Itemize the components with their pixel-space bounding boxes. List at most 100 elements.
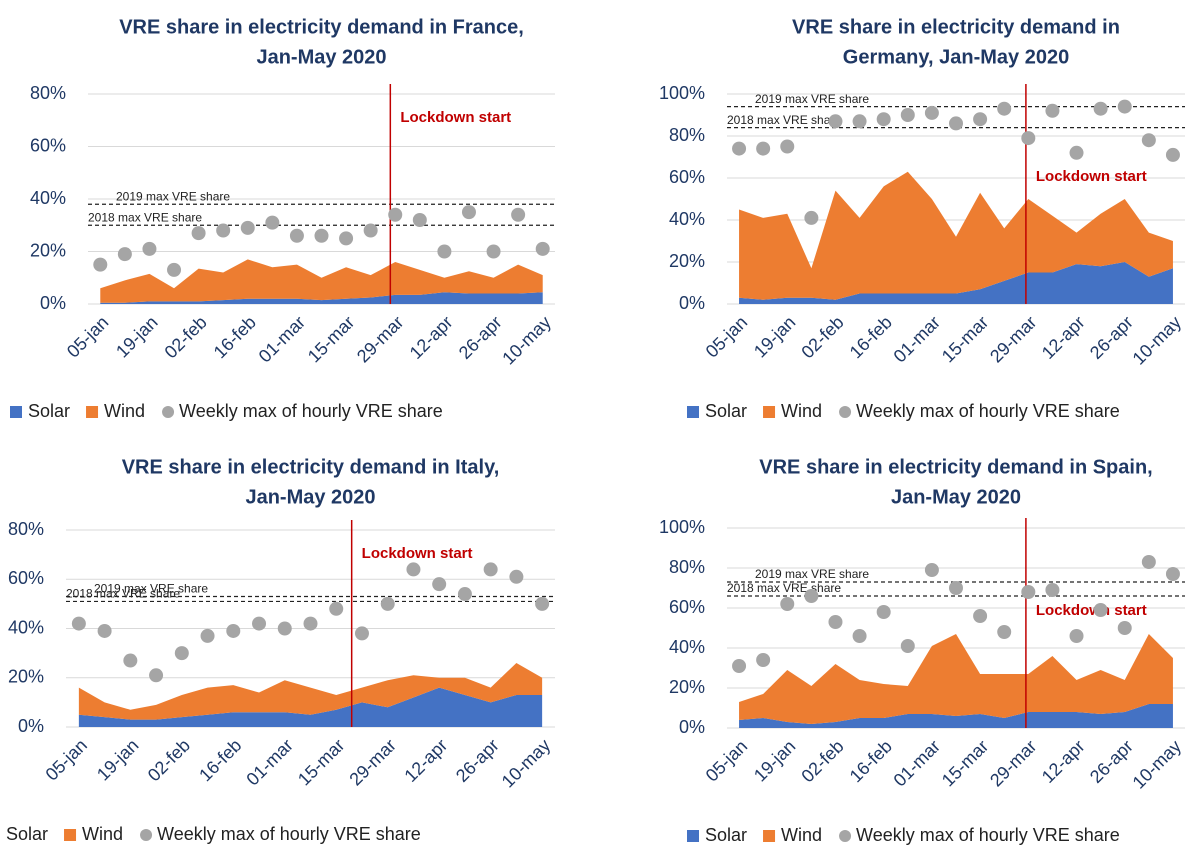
x-tick-label: 10-may [1129,736,1186,793]
scatter-point [780,597,795,611]
y-tick-label: 40% [30,188,66,208]
x-tick-label: 10-may [1129,312,1186,369]
y-tick-label: 100% [659,83,705,103]
x-tick-label: 01-mar [255,312,309,366]
x-tick-label: 16-feb [846,736,896,786]
scatter-point [997,625,1012,639]
legend-swatch [763,406,776,418]
scatter-point [1117,621,1132,635]
x-tick-label: 10-may [498,312,555,369]
scatter-point [191,226,206,241]
legend-swatch [162,406,175,418]
legend-label: Wind [82,824,123,844]
y-tick-label: 20% [8,667,44,687]
scatter-point [354,626,369,641]
reference-label: 2018 max VRE share [727,113,841,127]
scatter-point [973,112,988,127]
scatter-point [339,231,354,246]
y-tick-label: 40% [8,617,44,637]
x-tick-label: 29-mar [986,312,1040,366]
scatter-point [949,116,963,131]
x-tick-label: 02-feb [144,735,194,785]
legend-swatch [140,829,153,841]
x-tick-label: 15-mar [294,735,348,789]
x-tick-label: 10-may [498,735,555,792]
y-tick-label: 40% [669,637,705,657]
scatter-point [756,141,771,156]
x-tick-label: 19-jan [112,312,162,362]
lockdown-label: Lockdown start [1036,168,1147,185]
scatter-point [314,228,329,243]
scatter-point [1069,629,1084,643]
scatter-point [535,596,550,611]
scatter-point [432,577,447,592]
scatter-point [756,653,771,667]
scatter-point [142,241,157,256]
area [739,262,1173,304]
legend-label: Solar [705,825,747,845]
legend-swatch [763,830,776,842]
scatter-point [265,215,280,230]
x-tick-label: 02-feb [161,312,211,362]
area [100,292,543,304]
scatter-point [149,668,164,683]
scatter-point [1021,131,1036,146]
legend-label: Solar [28,401,70,421]
legend-label: Solar [6,824,48,844]
x-tick-label: 02-feb [797,312,847,362]
scatter-point [997,101,1012,116]
area [100,259,543,303]
area [739,634,1173,724]
scatter-point [216,223,231,238]
scatter-point [240,220,255,235]
x-tick-label: 29-mar [986,736,1040,790]
scatter-point [483,562,498,577]
y-tick-label: 0% [40,293,66,313]
scatter-point [412,213,427,227]
x-tick-label: 15-mar [938,312,992,366]
chart-panel: VRE share in electricity demand in German… [659,16,1185,420]
x-tick-label: 05-jan [63,312,113,362]
scatter-point [511,207,526,222]
scatter-point [1045,103,1060,118]
legend-swatch [839,406,852,418]
area [739,171,1173,300]
scatter-point [1165,147,1180,162]
scatter-point [876,112,891,127]
chart-title: VRE share in electricity demand in Spain… [759,456,1152,478]
x-tick-label: 29-mar [353,312,407,366]
y-tick-label: 20% [30,240,66,260]
scatter-point [457,587,472,602]
scatter-point [949,581,963,595]
legend-swatch [10,406,22,418]
y-tick-label: 40% [669,209,705,229]
legend-label: Weekly max of hourly VRE share [856,825,1120,845]
scatter-point [252,616,267,631]
x-tick-label: 12-apr [406,312,457,363]
scatter-point [363,223,378,238]
x-tick-label: 16-feb [195,735,245,785]
y-tick-label: 20% [669,251,705,271]
legend-label: Weekly max of hourly VRE share [179,401,443,421]
scatter-point [973,609,988,623]
scatter-point [732,141,747,156]
y-tick-label: 80% [669,557,705,577]
scatter-point [852,114,867,129]
chart-title: VRE share in electricity demand in Franc… [119,16,524,38]
scatter-point [804,589,819,603]
chart-title: Jan-May 2020 [245,486,375,508]
scatter-point [380,596,395,611]
reference-label: 2019 max VRE share [116,189,230,203]
scatter-point [1021,585,1036,599]
scatter-point [1117,99,1132,114]
x-tick-label: 19-jan [93,735,143,785]
scatter-point [828,114,843,129]
chart-panel: VRE share in electricity demand in Franc… [10,16,555,421]
scatter-point [1093,603,1108,617]
x-tick-label: 12-apr [400,735,451,786]
scatter-point [123,653,138,668]
y-tick-label: 80% [30,83,66,103]
chart-title: Jan-May 2020 [256,46,386,68]
scatter-point [97,623,112,638]
